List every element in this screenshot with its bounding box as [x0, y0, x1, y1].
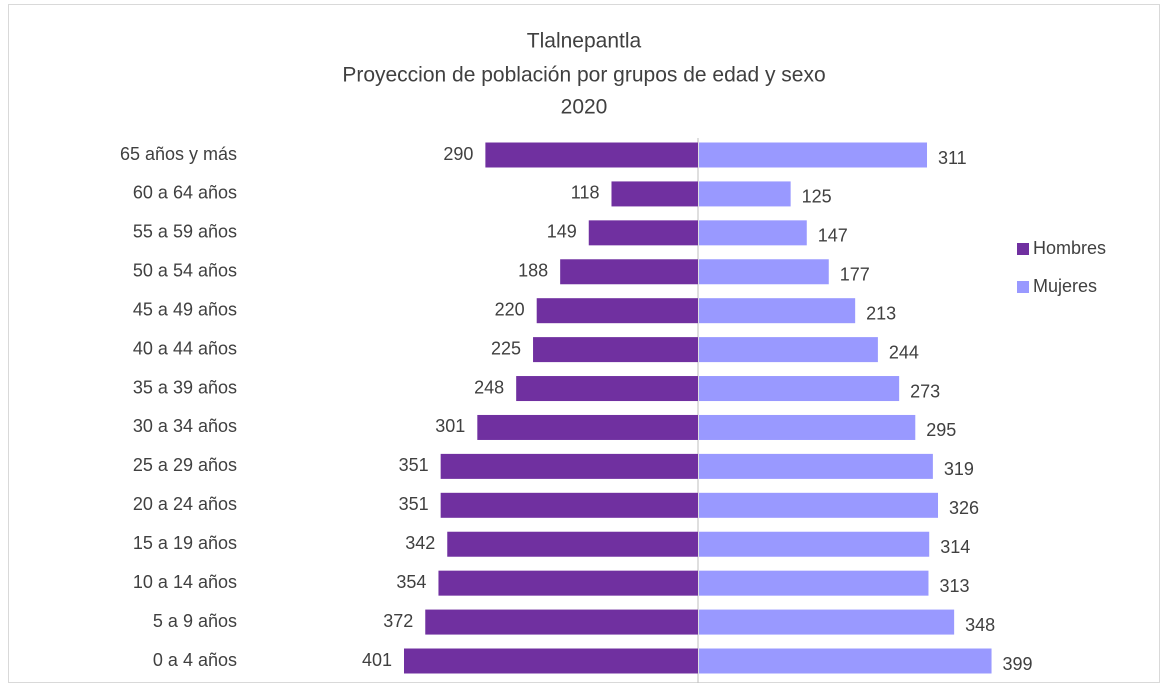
- category-label: 45 a 49 años: [133, 299, 237, 319]
- bar: [536, 298, 698, 324]
- bar: [699, 337, 878, 363]
- bar: [699, 531, 930, 557]
- bar: [699, 648, 992, 674]
- value-label: 188: [518, 261, 548, 281]
- value-label: 311: [938, 148, 967, 168]
- bar: [699, 181, 791, 207]
- chart-subtitle: 2020: [561, 96, 608, 119]
- chart-subtitle: Proyeccion de población por grupos de ed…: [342, 64, 825, 87]
- value-label: 342: [405, 533, 435, 553]
- bar: [404, 648, 698, 674]
- category-label: 20 a 24 años: [133, 494, 237, 514]
- bar: [447, 531, 698, 557]
- value-label: 248: [474, 377, 504, 397]
- bar: [516, 376, 698, 402]
- value-label: 326: [949, 498, 979, 518]
- value-label: 354: [396, 572, 426, 592]
- bar: [560, 259, 698, 285]
- legend-swatch: [1017, 243, 1029, 255]
- chart-title: Tlalnepantla: [527, 30, 642, 53]
- category-label: 5 a 9 años: [153, 611, 237, 631]
- bar: [588, 220, 698, 246]
- bar: [438, 570, 698, 596]
- legend-swatch: [1017, 281, 1029, 293]
- category-label: 60 a 64 años: [133, 183, 237, 203]
- value-label: 149: [547, 222, 577, 242]
- value-label: 213: [866, 303, 896, 323]
- bar: [699, 609, 955, 635]
- value-label: 301: [435, 416, 465, 436]
- category-label: 65 años y más: [120, 144, 237, 164]
- value-label: 401: [362, 650, 392, 670]
- bar: [485, 142, 698, 168]
- category-label: 30 a 34 años: [133, 416, 237, 436]
- legend-label: Hombres: [1033, 238, 1106, 258]
- legend-label: Mujeres: [1033, 276, 1097, 296]
- category-label: 40 a 44 años: [133, 338, 237, 358]
- bar: [440, 492, 698, 518]
- value-label: 295: [926, 420, 956, 440]
- category-label: 35 a 39 años: [133, 377, 237, 397]
- category-label: 25 a 29 años: [133, 455, 237, 475]
- value-label: 351: [399, 494, 429, 514]
- bar: [699, 376, 900, 402]
- value-label: 118: [571, 183, 600, 203]
- category-label: 50 a 54 años: [133, 261, 237, 281]
- value-label: 244: [889, 342, 919, 362]
- value-label: 220: [495, 299, 525, 319]
- bar: [699, 414, 916, 440]
- category-label: 55 a 59 años: [133, 222, 237, 242]
- value-label: 147: [818, 226, 848, 246]
- value-label: 351: [399, 455, 429, 475]
- bar: [440, 453, 698, 479]
- value-label: 348: [965, 615, 995, 635]
- value-label: 319: [944, 459, 974, 479]
- bar: [699, 220, 807, 246]
- category-label: 15 a 19 años: [133, 533, 237, 553]
- value-label: 177: [840, 265, 870, 285]
- bar: [477, 414, 698, 440]
- category-label: 0 a 4 años: [153, 650, 237, 670]
- value-label: 314: [940, 537, 970, 557]
- bar: [533, 337, 698, 363]
- bar: [425, 609, 698, 635]
- bar: [699, 492, 939, 518]
- category-label: 10 a 14 años: [133, 572, 237, 592]
- value-label: 372: [383, 611, 413, 631]
- bar: [699, 142, 928, 168]
- bar: [699, 453, 933, 479]
- value-label: 399: [1003, 654, 1033, 674]
- value-label: 313: [939, 576, 969, 596]
- bar: [699, 570, 929, 596]
- bar: [611, 181, 698, 207]
- bar: [699, 298, 856, 324]
- value-label: 225: [491, 338, 521, 358]
- value-label: 273: [910, 381, 940, 401]
- value-label: 125: [802, 187, 832, 207]
- value-label: 290: [443, 144, 473, 164]
- bar: [699, 259, 829, 285]
